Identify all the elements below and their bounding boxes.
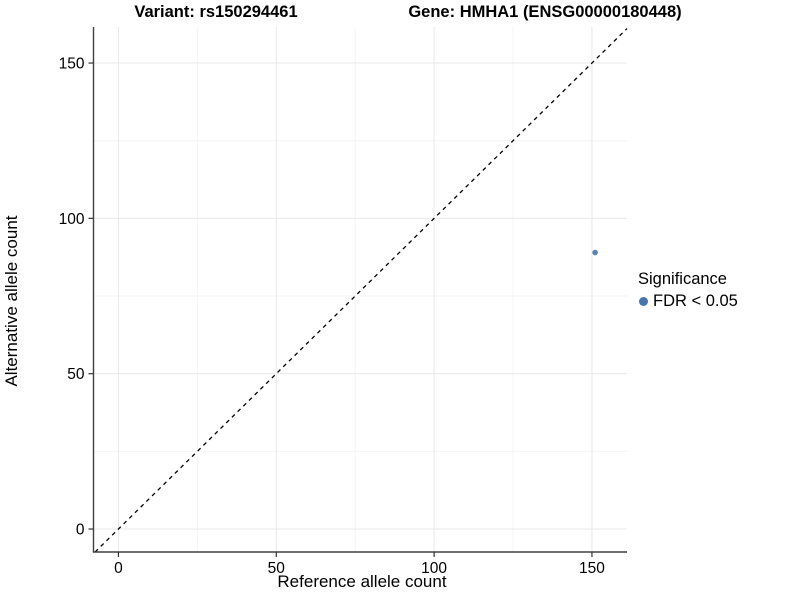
x-tick-label: 150	[579, 560, 605, 577]
legend-title: Significance	[638, 270, 727, 288]
y-tick-label: 100	[59, 211, 85, 228]
x-tick-label: 0	[114, 560, 123, 577]
identity-reference-line	[94, 28, 628, 553]
y-tick-label: 0	[76, 522, 85, 539]
y-axis-title: Alternative allele count	[2, 215, 21, 387]
gene-title: Gene: HMHA1 (ENSG00000180448)	[408, 3, 682, 21]
x-tick-label: 100	[421, 560, 447, 577]
legend-entry: FDR < 0.05	[638, 292, 738, 311]
legend: Significance FDR < 0.05	[638, 270, 738, 311]
legend-entry-label: FDR < 0.05	[653, 292, 738, 310]
x-axis-title: Reference allele count	[277, 572, 447, 591]
y-tick-label: 50	[67, 366, 85, 383]
legend-point-icon	[639, 297, 648, 306]
variant-title: Variant: rs150294461	[134, 3, 298, 21]
x-tick-label: 50	[268, 560, 286, 577]
data-point	[592, 249, 598, 256]
y-tick-label: 150	[59, 56, 85, 73]
